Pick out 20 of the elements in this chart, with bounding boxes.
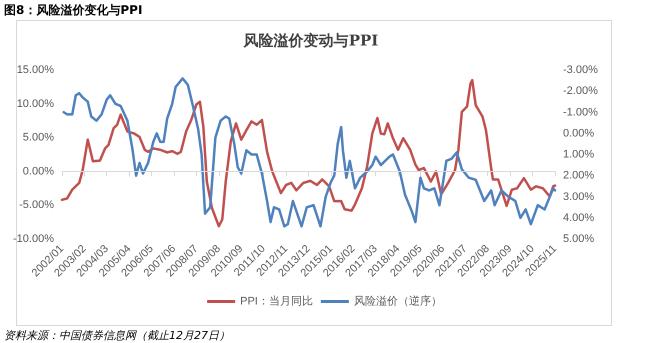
y2-tick-label: -3.00% [563,64,598,76]
y2-tick-label: 0.00% [563,127,594,140]
y2-tick-label: -1.00% [563,106,598,118]
y-tick-label: 5.00% [22,132,54,144]
y2-tick-label: 5.00% [563,233,594,245]
y-tick-label: -10.00% [13,233,54,245]
caption: 图8：风险溢价变化与PPI [4,2,142,19]
y-tick-label: 0.00% [22,165,54,178]
text: 资料来源：中国债券信息网（截止12月27日） [4,328,230,343]
y2-tick-label: 3.00% [563,190,594,203]
legend-label: 风险溢价（逆序） [354,294,442,308]
y-tick-label: 15.00% [16,64,54,76]
chart-title: 风险溢价变动与PPI [242,32,378,50]
y2-tick-label: 2.00% [563,170,594,182]
y2-tick-label: -2.00% [563,85,598,98]
y2-tick-label: 1.00% [563,148,594,160]
y-tick-label: -5.00% [19,199,54,212]
y-tick-label: 10.00% [16,98,54,110]
legend-label: PPI：当月同比 [240,294,313,308]
y2-tick-label: 4.00% [563,212,594,224]
